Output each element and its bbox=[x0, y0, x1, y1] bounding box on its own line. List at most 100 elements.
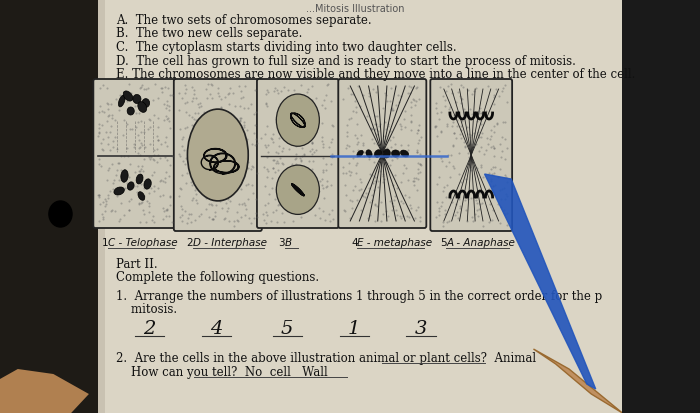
Point bbox=[113, 160, 125, 167]
Point bbox=[467, 218, 478, 224]
Point bbox=[386, 158, 398, 164]
Point bbox=[233, 83, 244, 90]
Point bbox=[148, 219, 160, 226]
Point bbox=[216, 163, 228, 169]
Text: 2: 2 bbox=[144, 319, 155, 337]
Point bbox=[139, 156, 150, 163]
Point bbox=[395, 142, 407, 149]
Point bbox=[192, 158, 203, 164]
Point bbox=[370, 174, 381, 180]
Point bbox=[206, 95, 218, 102]
Point bbox=[447, 143, 458, 150]
Point bbox=[483, 187, 494, 193]
FancyBboxPatch shape bbox=[430, 80, 512, 231]
Point bbox=[241, 128, 253, 135]
Point bbox=[179, 208, 190, 215]
Point bbox=[323, 211, 335, 218]
Point bbox=[291, 102, 302, 108]
Point bbox=[496, 154, 507, 161]
Point bbox=[93, 192, 104, 199]
FancyBboxPatch shape bbox=[98, 0, 622, 413]
Point bbox=[441, 163, 452, 170]
Point bbox=[144, 117, 155, 124]
Point bbox=[412, 149, 423, 156]
Point bbox=[110, 172, 121, 178]
Point bbox=[223, 218, 235, 225]
Point bbox=[340, 182, 351, 189]
Text: 1: 1 bbox=[102, 237, 108, 247]
Point bbox=[102, 177, 113, 184]
Point bbox=[187, 197, 198, 204]
Point bbox=[181, 124, 193, 131]
Point bbox=[398, 116, 409, 123]
Point bbox=[206, 164, 217, 170]
Point bbox=[132, 183, 143, 190]
Point bbox=[353, 84, 364, 90]
Point bbox=[174, 151, 185, 158]
Point bbox=[413, 122, 424, 129]
Point bbox=[107, 112, 118, 119]
Point bbox=[160, 169, 172, 176]
Point bbox=[307, 140, 318, 147]
Point bbox=[500, 119, 511, 126]
Point bbox=[106, 208, 117, 214]
Point bbox=[206, 109, 217, 116]
Point bbox=[469, 88, 480, 95]
Point bbox=[484, 136, 496, 143]
Point bbox=[295, 157, 307, 164]
Point bbox=[370, 114, 381, 120]
Point bbox=[377, 173, 388, 180]
Point bbox=[148, 148, 160, 154]
Point bbox=[195, 211, 206, 217]
Point bbox=[454, 150, 465, 157]
Point bbox=[148, 157, 160, 164]
Point bbox=[262, 142, 274, 149]
Point bbox=[370, 202, 381, 209]
Point bbox=[456, 83, 467, 89]
Point bbox=[354, 188, 365, 194]
Text: ...Mitosis Illustration: ...Mitosis Illustration bbox=[307, 4, 405, 14]
Point bbox=[395, 123, 407, 130]
Point bbox=[243, 181, 254, 188]
Point bbox=[441, 121, 452, 128]
Point bbox=[494, 220, 505, 226]
Point bbox=[326, 207, 337, 214]
Point bbox=[344, 172, 355, 178]
Point bbox=[367, 136, 378, 143]
Point bbox=[97, 136, 108, 143]
Point bbox=[251, 214, 262, 221]
Point bbox=[381, 99, 392, 105]
Point bbox=[284, 146, 295, 153]
Point bbox=[251, 136, 262, 143]
Point bbox=[198, 149, 209, 155]
Point bbox=[213, 190, 224, 196]
Point bbox=[221, 161, 232, 168]
Point bbox=[413, 166, 424, 173]
Point bbox=[262, 87, 273, 94]
Point bbox=[318, 185, 329, 191]
Point bbox=[161, 106, 172, 112]
Point bbox=[162, 86, 174, 93]
Point bbox=[321, 161, 332, 168]
Point bbox=[501, 145, 512, 152]
Point bbox=[229, 170, 240, 177]
Point bbox=[475, 121, 486, 128]
Point bbox=[496, 204, 507, 211]
Point bbox=[298, 152, 309, 158]
Point bbox=[222, 206, 233, 212]
Point bbox=[210, 126, 221, 133]
Text: 1.  Arrange the numbers of illustrations 1 through 5 in the correct order for th: 1. Arrange the numbers of illustrations … bbox=[116, 289, 602, 302]
Point bbox=[321, 184, 332, 191]
Point bbox=[116, 168, 127, 174]
Point bbox=[226, 158, 237, 165]
Point bbox=[415, 135, 426, 141]
Point bbox=[249, 123, 260, 129]
Ellipse shape bbox=[127, 108, 134, 116]
Ellipse shape bbox=[138, 102, 147, 113]
Point bbox=[365, 171, 376, 178]
Point bbox=[502, 210, 513, 216]
Point bbox=[180, 82, 191, 89]
FancyBboxPatch shape bbox=[174, 80, 262, 231]
Point bbox=[181, 109, 192, 116]
Point bbox=[215, 106, 226, 112]
